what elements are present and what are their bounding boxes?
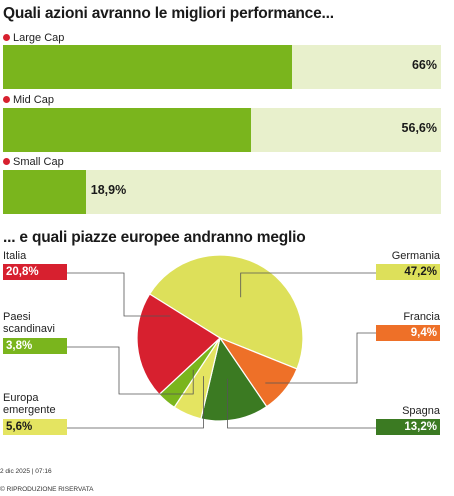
bar-value-label: 66% — [411, 58, 437, 72]
leader-line — [67, 346, 194, 395]
bar — [3, 170, 86, 214]
pie-category-label: Europa emergente — [3, 392, 56, 416]
bullet-icon — [3, 34, 10, 41]
pie-value-label: 20,8% — [3, 264, 67, 280]
pie-slice — [148, 254, 304, 370]
pie-value-label: 47,2% — [376, 264, 440, 280]
pie-slice — [136, 293, 221, 396]
pie-category-label: Francia — [403, 311, 440, 323]
leader-line — [67, 376, 204, 429]
bar-track: 66% — [3, 45, 441, 89]
bar-value-label: 56,6% — [401, 121, 437, 135]
bar-value-label: 18,9% — [90, 183, 127, 197]
pie-value-label: 13,2% — [376, 419, 440, 435]
bar-track: 56,6% — [3, 108, 441, 152]
bar-category-label: Mid Cap — [3, 94, 54, 106]
leader-line — [265, 332, 376, 384]
bar-category-label: Large Cap — [3, 32, 64, 44]
pie-value-label: 3,8% — [3, 338, 67, 354]
pie-category-label: Spagna — [402, 405, 440, 417]
bar-category-label: Small Cap — [3, 156, 64, 168]
leader-line — [240, 272, 376, 298]
bar-track: 18,9% — [3, 170, 441, 214]
bullet-icon — [3, 158, 10, 165]
leader-line — [67, 272, 171, 317]
pie-value-label: 5,6% — [3, 419, 67, 435]
pie-category-label: Italia — [3, 250, 27, 262]
bar — [3, 45, 293, 89]
pie-category-label: Germania — [391, 250, 440, 262]
pie-chart-title: ... e quali piazze europee andranno megl… — [3, 229, 306, 246]
leader-line — [227, 378, 376, 429]
pie-value-label: 9,4% — [376, 325, 440, 341]
copyright-notice: © RIPRODUZIONE RISERVATA — [0, 486, 94, 493]
bar — [3, 108, 251, 152]
timestamp: 2 dic 2025 | 07:16 — [0, 468, 52, 475]
bar-chart-title: Quali azioni avranno le migliori perform… — [3, 5, 334, 22]
bullet-icon — [3, 96, 10, 103]
pie-category-label: Paesi scandinavi — [3, 311, 55, 335]
